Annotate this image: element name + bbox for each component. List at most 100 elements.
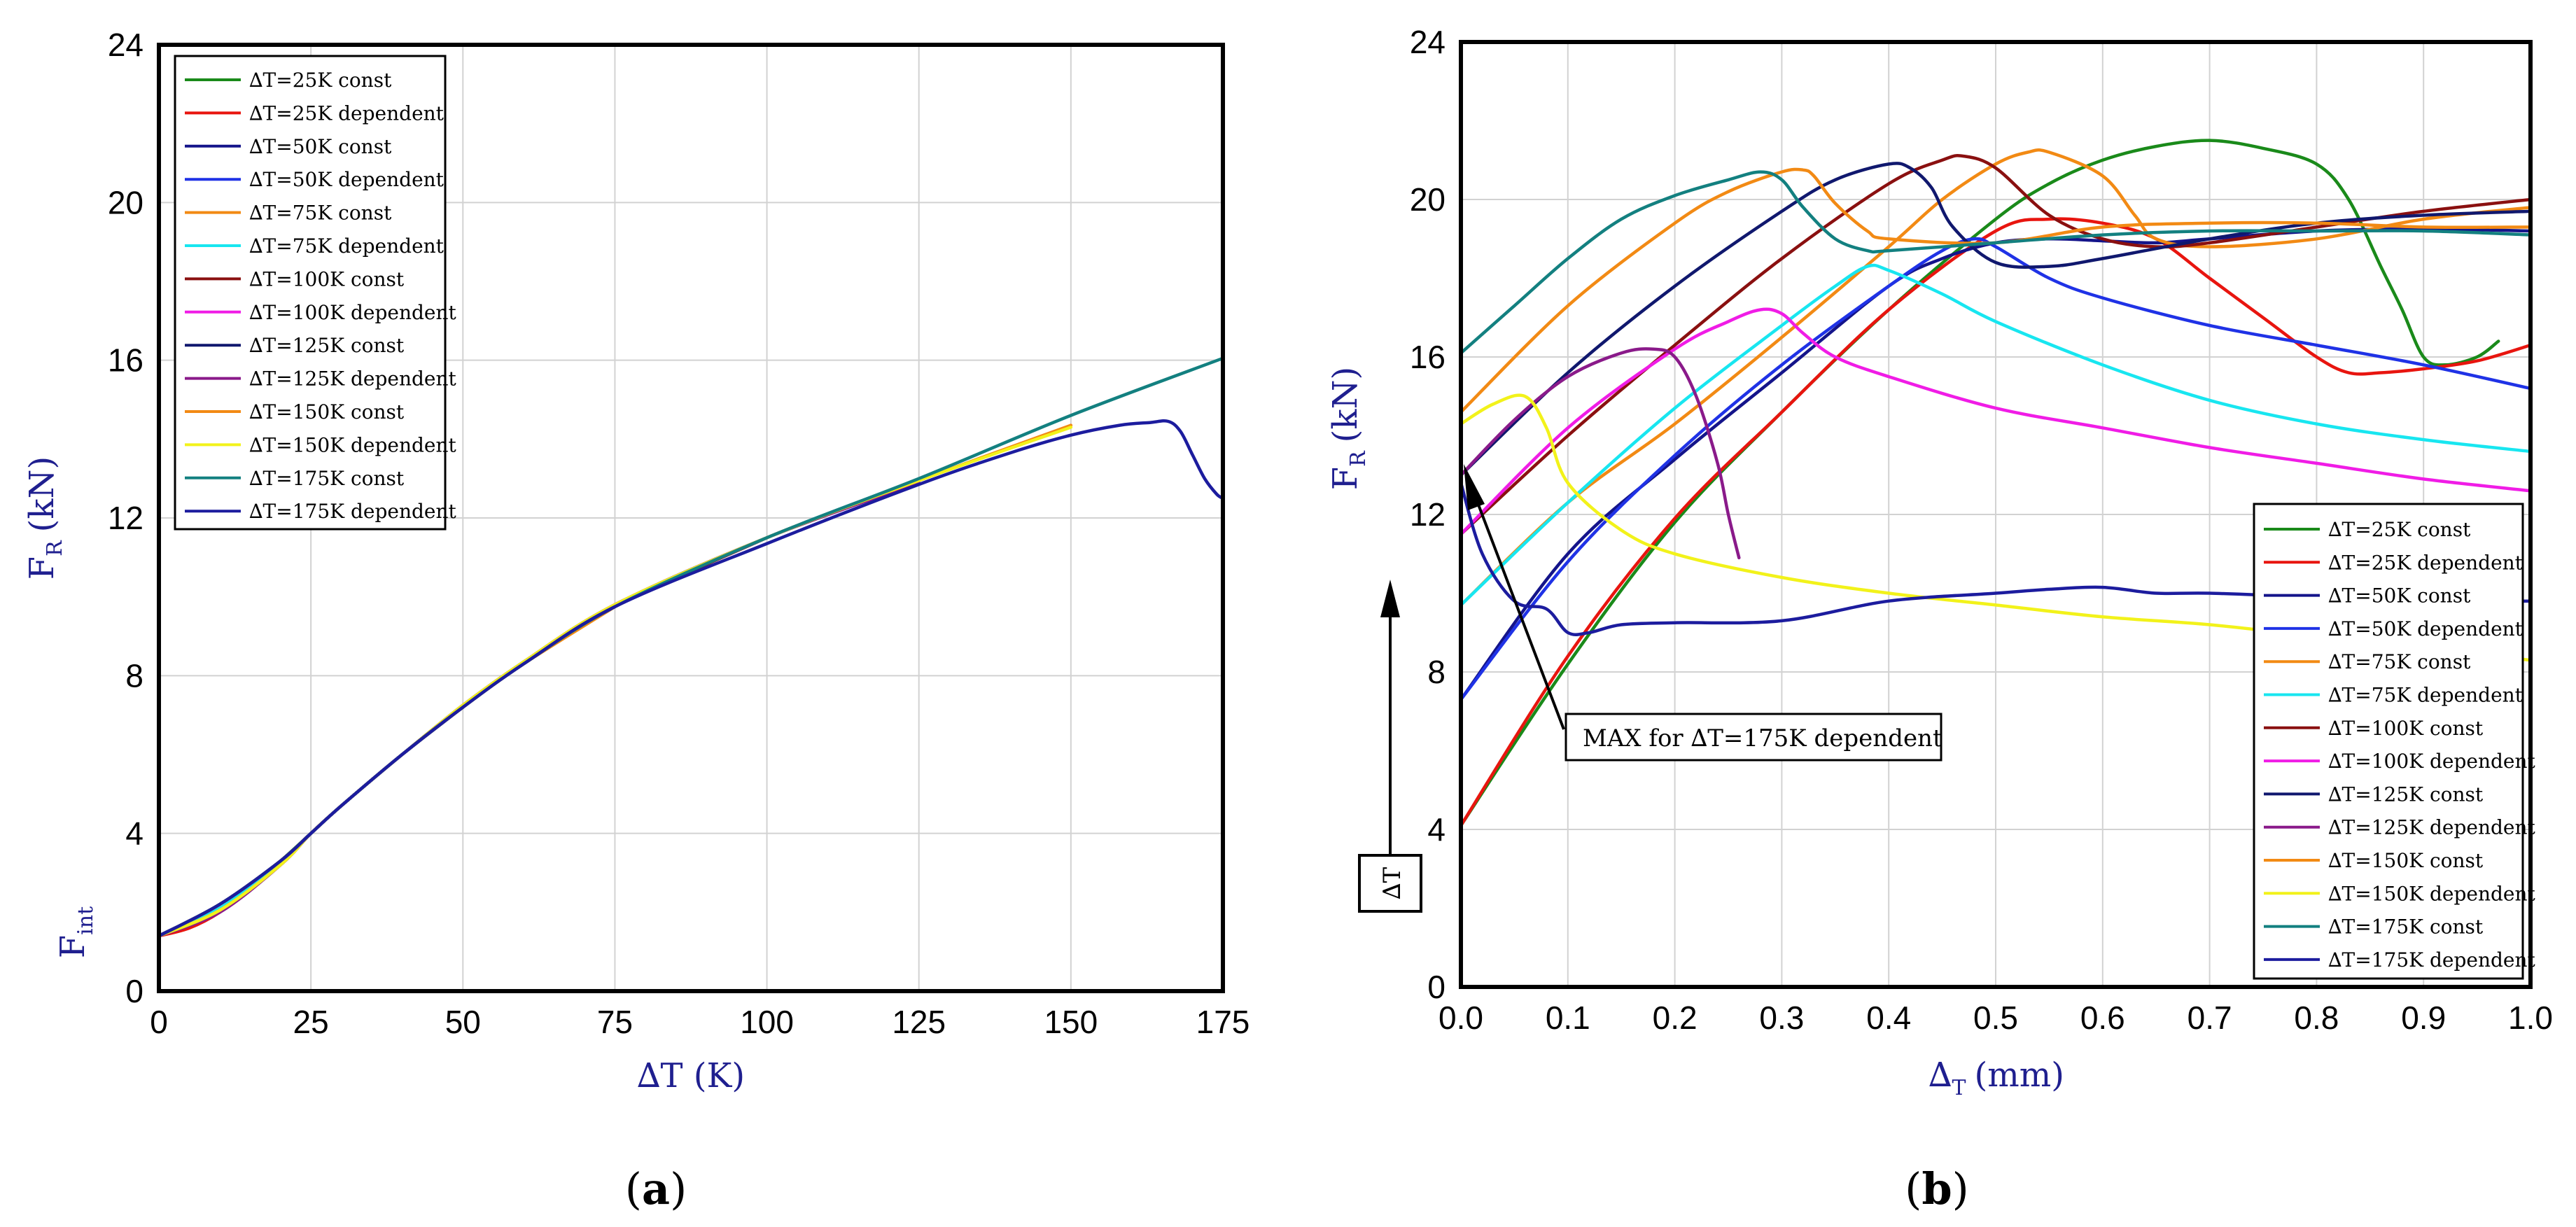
x-axis-label-b-main: ∆ (1928, 1056, 1952, 1095)
legend-label: ∆T=175K dependent (249, 500, 456, 523)
legend-label: ∆T=25K const (2328, 518, 2471, 541)
series-line-2 (157, 832, 313, 938)
plot-frame-a (157, 43, 1225, 993)
x-tick-label: 175 (1196, 1004, 1250, 1040)
fint-label-main: F (53, 935, 92, 958)
legend-label: ∆T=100K const (2328, 717, 2484, 740)
legend-label: ∆T=175K const (249, 467, 405, 490)
x-tick-label: 0.4 (1866, 1000, 1911, 1036)
max-annotation-arrowhead (1464, 464, 1485, 510)
x-tick-label: 150 (1044, 1004, 1098, 1040)
svg-text:FR(kN): FR (kN) (22, 456, 67, 580)
series-line-5 (1459, 148, 2533, 607)
legend-label: ∆T=150K const (249, 400, 405, 423)
max-annotation-leader (1471, 489, 1565, 730)
series-line-5 (157, 605, 617, 938)
legend-label: ∆T=25K const (249, 69, 392, 92)
fint-label: Fint (53, 906, 98, 958)
legend-label: ∆T=175K dependent (2328, 948, 2535, 972)
x-tick-label: 0.6 (2080, 1000, 2125, 1036)
svg-text:FR(kN): FR (kN) (1326, 367, 1371, 490)
y-tick-label: 0 (1427, 969, 1446, 1005)
legend-box (174, 55, 447, 531)
x-tick-label: 0.1 (1546, 1000, 1590, 1036)
y-axis-label-a-sub: R (43, 540, 67, 556)
max-annotation-text: MAX for ∆T=175K dependent (1583, 724, 1942, 752)
x-tick-label: 25 (293, 1004, 329, 1040)
caption-b-letter: b (1921, 1163, 1952, 1214)
y-tick-label: 8 (125, 657, 144, 694)
x-tick-label: 0.8 (2294, 1000, 2339, 1036)
y-tick-label: 0 (125, 973, 144, 1009)
legend-label: ∆T=50K const (2328, 584, 2471, 608)
y-axis-label-b-sub: R (1346, 450, 1371, 467)
y-tick-label: 16 (1410, 339, 1446, 375)
x-tick-label: 0.7 (2188, 1000, 2232, 1036)
legend-label: ∆T=25K dependent (2328, 551, 2524, 574)
y-axis-label-a-main: F (22, 556, 62, 580)
legend-label: ∆T=25K dependent (249, 101, 444, 125)
x-ticks-b: 0.0 0.1 0.2 0.3 0.4 0.5 0.6 0.7 0.8 0.9 1.0 (1438, 1000, 2553, 1036)
legend-label: ∆T=75K const (2328, 650, 2471, 673)
x-tick-label: 100 (740, 1004, 794, 1040)
legend-label: ∆T=150K dependent (249, 433, 456, 456)
x-axis-label-b: ∆T (mm) (1928, 1056, 2064, 1100)
y-tick-label: 8 (1427, 654, 1446, 690)
y-tick-label: 4 (1427, 811, 1446, 848)
x-axis-label-a: ∆T (K) (637, 1056, 745, 1095)
legend-label: ∆T=50K dependent (249, 168, 444, 191)
y-ticks-a: 0 4 8 12 16 20 24 (108, 27, 144, 1009)
legend-label: ∆T=100K const (249, 267, 405, 290)
y-axis-label-b-main: F (1326, 467, 1365, 490)
legend-label: ∆T=125K const (2328, 783, 2484, 806)
x-tick-label: 75 (597, 1004, 633, 1040)
series-line-13 (1459, 170, 2533, 355)
y-ticks-b: 0 4 8 12 16 20 24 (1410, 24, 1446, 1005)
caption-a-letter: a (642, 1163, 670, 1214)
legend-label: ∆T=125K dependent (249, 367, 456, 391)
legend-label: ∆T=75K const (249, 202, 392, 225)
x-tick-label: 50 (445, 1004, 481, 1040)
series-line-6 (1459, 263, 2533, 607)
legend-label: ∆T=50K const (249, 135, 392, 158)
y-tick-label: 20 (108, 184, 144, 220)
y-axis-label-a: FR (kN) (22, 456, 67, 580)
caption-b: (b) (1905, 1163, 1969, 1214)
series-line-1 (157, 832, 313, 938)
x-tick-label: 125 (892, 1004, 946, 1040)
legend-label: ∆T=125K dependent (2328, 816, 2535, 839)
x-axis-label-b-sub: T (1952, 1076, 1966, 1100)
x-tick-label: 0.9 (2401, 1000, 2446, 1036)
x-axis-label-b-unit: (mm) (1975, 1056, 2064, 1095)
legend-label: ∆T=75K dependent (2328, 684, 2524, 707)
legend-b: ∆T=25K const ∆T=25K dependent ∆T=50K const… (2253, 503, 2535, 980)
legend-label: ∆T=175K const (2328, 916, 2484, 939)
y-tick-label: 24 (108, 27, 144, 63)
legend-label: ∆T=125K const (249, 334, 405, 357)
series-line-9 (1459, 162, 2533, 477)
series-line-11 (1459, 167, 2533, 414)
chart-a: 0 25 50 75 100 125 150 175 0 4 8 12 16 20 24 ∆T=25K c… (22, 27, 1250, 1214)
y-tick-label: 12 (1410, 496, 1446, 533)
series-line-4 (1459, 237, 2533, 701)
delta-t-arrow-label: ∆T (1378, 867, 1406, 899)
legend-box (2253, 503, 2524, 980)
y-axis-label-a-unit: (kN) (22, 456, 62, 533)
series-line-10 (1459, 347, 1741, 560)
y-tick-label: 24 (1410, 24, 1446, 60)
legend-label: ∆T=150K const (2328, 849, 2484, 872)
delta-t-arrow-head (1380, 580, 1400, 617)
legend-label: ∆T=100K dependent (249, 301, 456, 324)
legend-label: ∆T=75K dependent (249, 234, 444, 258)
delta-t-arrow-box (1358, 854, 1422, 913)
legend-label: ∆T=50K dependent (2328, 617, 2524, 640)
chart-b: 0.0 0.1 0.2 0.3 0.4 0.5 0.6 0.7 0.8 0.9 1.0 0 4 8 12 1… (1326, 24, 2553, 1214)
x-tick-label: 0.0 (1438, 1000, 1483, 1036)
fint-label-sub: int (74, 906, 98, 935)
x-tick-label: 0.3 (1759, 1000, 1804, 1036)
legend-label: ∆T=150K dependent (2328, 882, 2535, 905)
y-tick-label: 20 (1410, 181, 1446, 218)
x-ticks-a: 0 25 50 75 100 125 150 175 (150, 1004, 1250, 1040)
legend-a: ∆T=25K const ∆T=25K dependent ∆T=50K const… (174, 55, 456, 531)
